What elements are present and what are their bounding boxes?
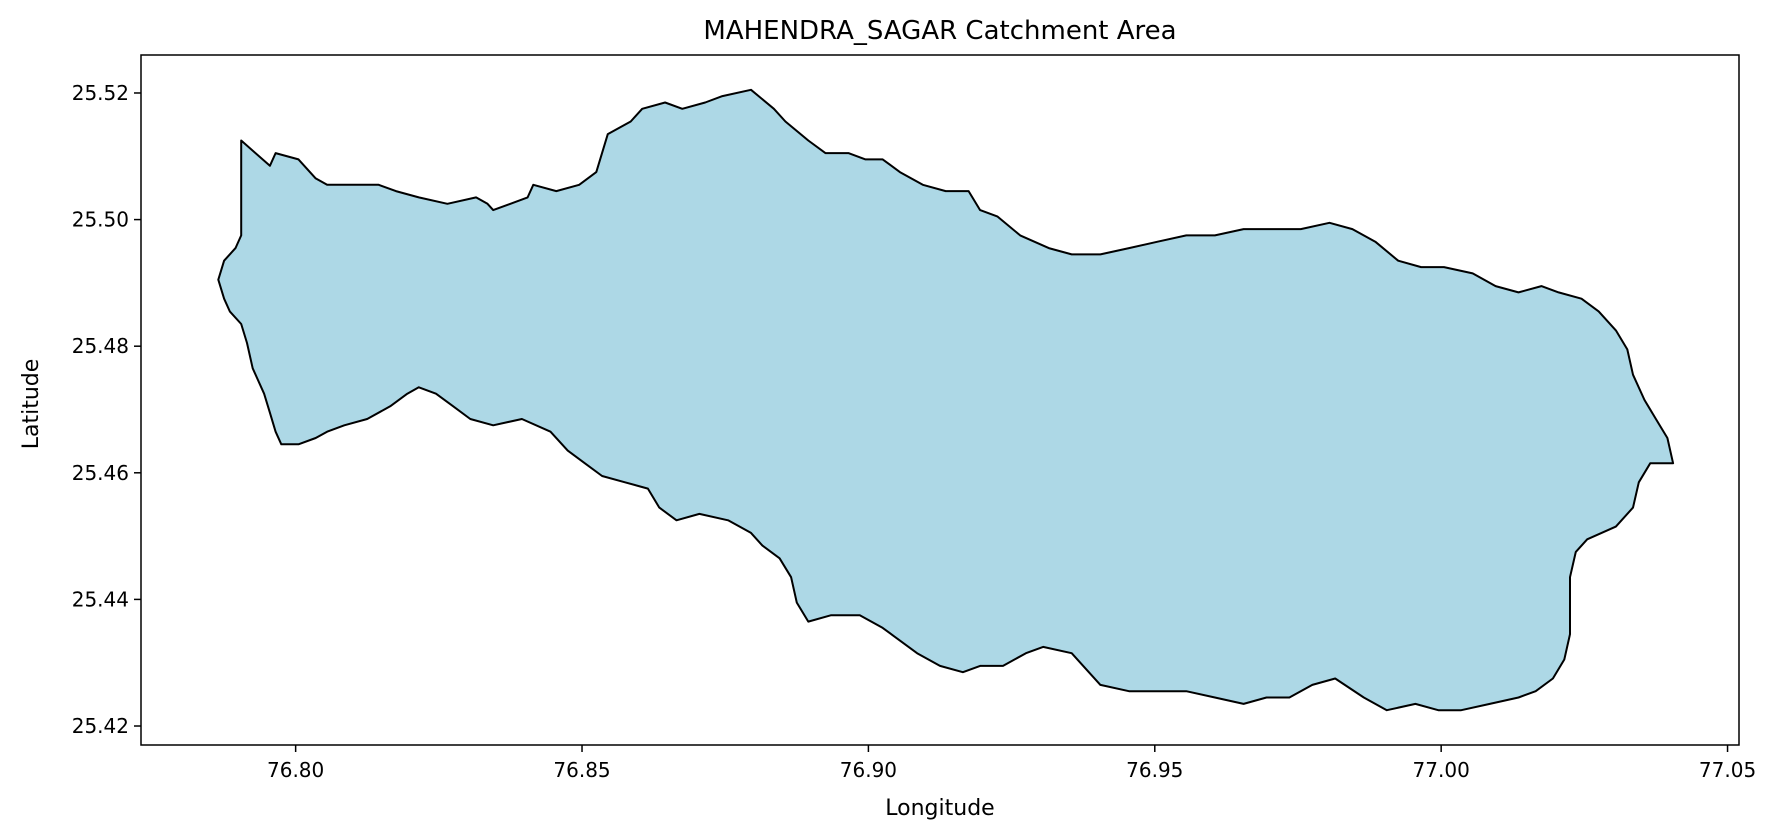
x-tick-label: 77.05: [1699, 758, 1756, 782]
map-plot-area: [140, 54, 1740, 746]
x-axis-ticks: 76.80 76.85 76.90 76.95 77.00 77.05: [267, 745, 1756, 782]
axes-frame: [140, 54, 1740, 746]
y-tick-label: 25.46: [72, 461, 129, 485]
x-tick-label: 76.85: [553, 758, 610, 782]
x-tick-label: 77.00: [1413, 758, 1470, 782]
y-tick-label: 25.50: [72, 208, 129, 232]
y-axis-ticks: 25.42 25.44 25.46 25.48 25.50 25.52: [72, 81, 141, 738]
catchment-boundary-polygon: [217, 88, 1675, 712]
y-tick-label: 25.52: [72, 81, 129, 105]
x-tick-label: 76.90: [840, 758, 897, 782]
y-tick-label: 25.42: [72, 714, 129, 738]
x-tick-label: 76.80: [267, 758, 324, 782]
y-tick-label: 25.48: [72, 334, 129, 358]
x-axis-label: Longitude: [885, 796, 994, 821]
map-title: MAHENDRA_SAGAR Catchment Area: [703, 16, 1176, 46]
y-tick-label: 25.44: [72, 587, 129, 611]
y-axis-label: Latitude: [19, 359, 44, 450]
x-tick-label: 76.95: [1126, 758, 1183, 782]
